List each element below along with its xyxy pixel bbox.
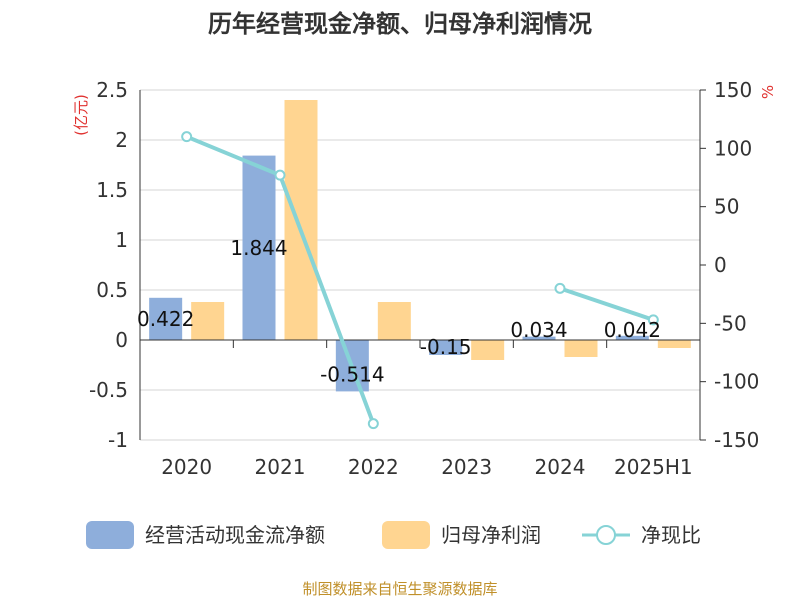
x-tick-label: 2024: [535, 455, 586, 479]
left-tick-label: -1: [108, 428, 128, 452]
cashflow-bar: [615, 335, 649, 340]
bars: [149, 100, 691, 392]
ratio-point: [181, 131, 193, 143]
right-tick-label: 100: [714, 136, 752, 160]
data-labels: 0.422 1.844 -0.514 -0.15 0.034 0.042: [137, 236, 661, 387]
x-tick-label: 2021: [255, 455, 306, 479]
cashflow-data-label: 1.844: [230, 236, 287, 260]
net-profit-bar: [471, 340, 505, 360]
ratio-point: [367, 418, 379, 430]
legend-swatch-ratio-point: [596, 525, 616, 545]
axes: 2.5 2 1.5 1 0.5 0 -0.5 -1 150 100 50 0 -50 -100 -150 20…: [89, 78, 759, 479]
x-tick-label: 2022: [348, 455, 399, 479]
legend-label-cashflow: 经营活动现金流净额: [145, 523, 325, 547]
net-profit-bar: [377, 302, 411, 340]
grid: [140, 89, 700, 441]
left-tick-label: 0: [115, 328, 128, 352]
left-tick-label: 1.5: [96, 178, 128, 202]
right-tick-label: -50: [714, 311, 747, 335]
right-tick-label: 0: [714, 253, 727, 277]
cashflow-data-label: -0.514: [320, 363, 384, 387]
ratio-line: [181, 131, 659, 430]
net-profit-bar: [191, 302, 225, 340]
ratio-point: [274, 169, 286, 181]
net-profit-bar: [284, 100, 318, 340]
ratio-point: [647, 314, 659, 326]
cashflow-bar: [429, 340, 463, 355]
cashflow-bar: [149, 297, 183, 340]
cashflow-bar: [522, 336, 556, 340]
x-tick-label: 2023: [441, 455, 492, 479]
x-tick-label: 2020: [161, 455, 212, 479]
legend-label-ratio: 净现比: [641, 523, 701, 547]
right-tick-label: -150: [714, 428, 759, 452]
right-tick-label: -100: [714, 370, 759, 394]
x-tick-label: 2025H1: [614, 455, 693, 479]
legend-swatch-cashflow: [86, 521, 134, 549]
cashflow-data-label: 0.422: [137, 307, 194, 331]
left-axis-unit: (亿元): [72, 94, 90, 136]
right-tick-label: 150: [714, 78, 752, 102]
chart-title: 历年经营现金净额、归母净利润情况: [208, 10, 592, 38]
right-tick-label: 50: [714, 195, 739, 219]
net-profit-bar: [564, 340, 598, 357]
ratio-line-segment: [559, 286, 654, 322]
left-tick-label: 1: [115, 228, 128, 252]
ratio-point: [554, 282, 566, 294]
legend-swatch-net-profit: [382, 521, 430, 549]
left-tick-label: -0.5: [89, 378, 128, 402]
legend-label-net-profit: 归母净利润: [441, 523, 541, 547]
cashflow-bar: [242, 155, 276, 340]
cashflow-data-label: -0.15: [420, 335, 472, 359]
cashflow-data-label: 0.042: [604, 318, 661, 342]
legend: 经营活动现金流净额 归母净利润 净现比: [86, 521, 701, 549]
net-profit-bar: [657, 340, 691, 348]
cashflow-data-label: 0.034: [510, 318, 567, 342]
left-tick-label: 0.5: [96, 278, 128, 302]
right-axis-unit: %: [759, 85, 777, 99]
left-tick-label: 2: [115, 128, 128, 152]
source-note: 制图数据来自恒生聚源数据库: [302, 580, 497, 598]
left-tick-label: 2.5: [96, 78, 128, 102]
